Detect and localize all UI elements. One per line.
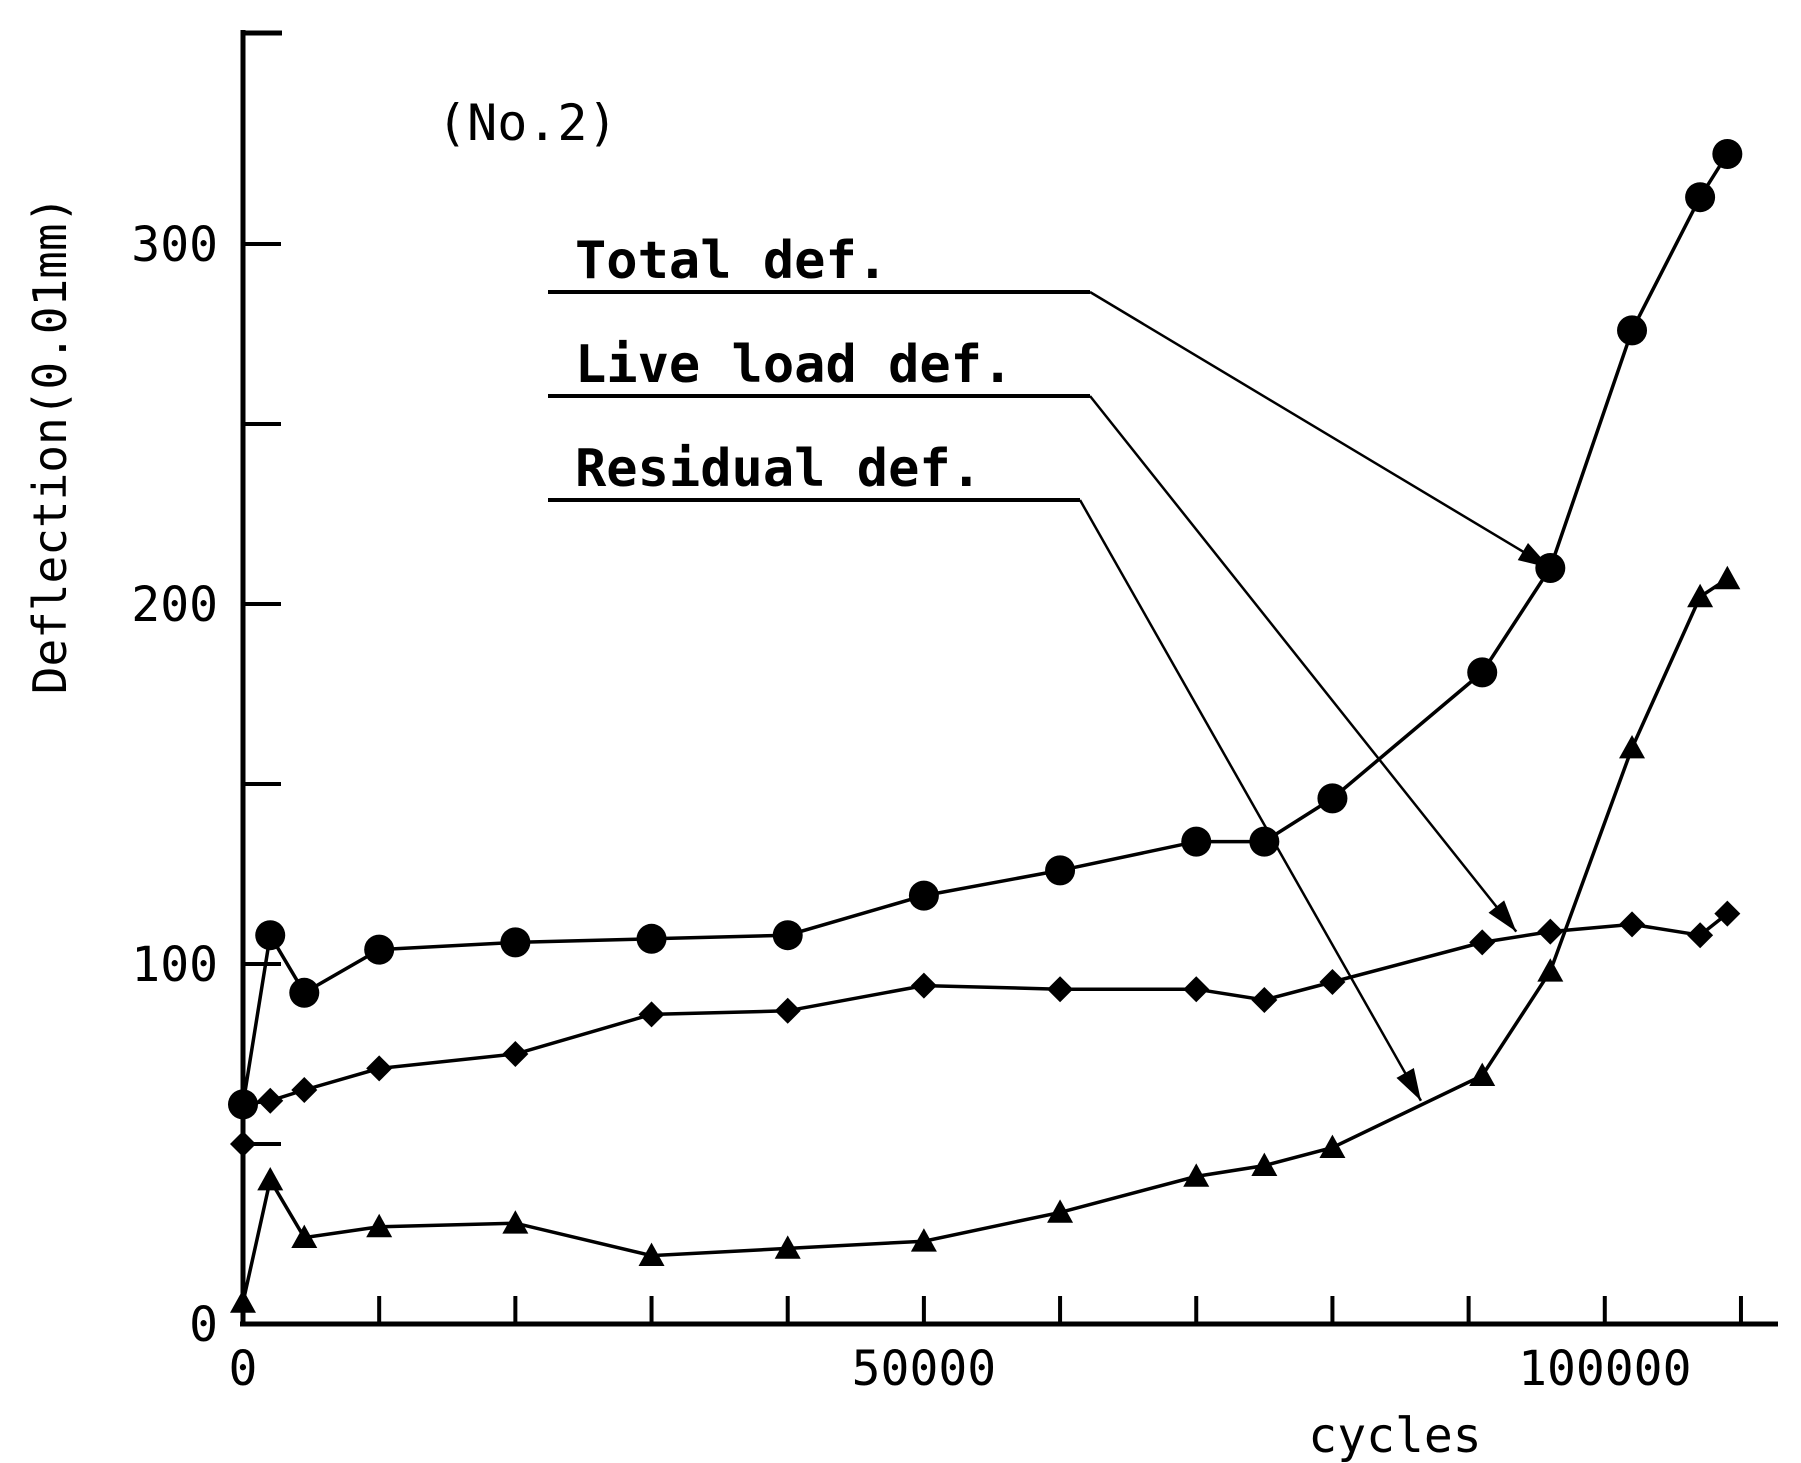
data-point-diamond — [1619, 911, 1646, 938]
data-point-diamond — [1251, 987, 1278, 1013]
data-point-triangle — [366, 1213, 393, 1238]
data-point-triangle — [230, 1289, 256, 1313]
legend-arrowhead — [1517, 542, 1551, 568]
x-tick-labels: 0 50000 100000 — [229, 1341, 1692, 1397]
data-point-triangle — [1687, 583, 1714, 608]
y-tick-label: 100 — [131, 937, 218, 993]
data-point-circle — [908, 880, 939, 911]
data-point-diamond — [1714, 900, 1741, 927]
x-tick-label: 0 — [229, 1341, 258, 1397]
data-point-diamond — [257, 1087, 284, 1114]
y-tick-label: 300 — [131, 217, 218, 273]
legend-label: Live load def. — [575, 335, 1013, 395]
data-point-triangle — [291, 1224, 318, 1248]
legend-leader-line — [1089, 395, 1518, 933]
y-ticks — [243, 242, 281, 1146]
data-point-circle — [364, 934, 395, 965]
data-point-triangle — [910, 1228, 937, 1252]
data-point-circle — [1685, 182, 1716, 213]
data-point-triangle — [1047, 1199, 1074, 1223]
y-tick-label: 0 — [189, 1297, 218, 1353]
data-point-circle — [1467, 657, 1498, 688]
data-point-triangle — [1469, 1062, 1496, 1086]
data-point-circle — [1317, 783, 1348, 814]
series-line — [241, 153, 1729, 1105]
data-point-diamond — [1047, 976, 1074, 1003]
data-point-circle — [1712, 139, 1743, 169]
data-point-triangle — [1251, 1152, 1278, 1176]
x-ticks — [377, 1296, 1743, 1324]
data-point-diamond — [366, 1055, 393, 1082]
data-point-triangle — [1714, 565, 1741, 590]
data-point-circle — [255, 920, 286, 951]
data-point-triangle — [257, 1167, 284, 1191]
legend-arrowhead — [1488, 900, 1517, 932]
y-axis-label: Deflection(0.01mm) — [23, 196, 77, 695]
series-live-load-def — [230, 900, 1741, 1118]
data-point-triangle — [502, 1210, 529, 1234]
x-tick-label: 100000 — [1518, 1341, 1691, 1397]
data-point-diamond — [1537, 918, 1564, 945]
legend-item: Live load def. — [548, 335, 1518, 933]
data-point-circle — [1249, 826, 1280, 857]
data-point-diamond — [774, 997, 801, 1024]
legend-item: Total def. — [548, 231, 1551, 570]
data-point-diamond — [291, 1077, 318, 1103]
data-point-circle — [1617, 315, 1648, 346]
data-point-triangle — [1619, 735, 1646, 759]
legend-arrowhead — [1396, 1068, 1421, 1101]
chart-annotation: (No.2) — [437, 94, 618, 152]
legend-label: Total def. — [575, 231, 888, 291]
data-point-circle — [289, 977, 320, 1008]
series-total-def — [228, 139, 1743, 1120]
data-point-triangle — [1319, 1134, 1346, 1158]
data-point-circle — [772, 920, 803, 951]
data-point-circle — [636, 923, 667, 954]
data-point-diamond — [910, 972, 937, 999]
axes — [240, 30, 1778, 1327]
data-point-diamond — [638, 1001, 665, 1028]
y-tick-labels: 0 100 200 300 — [131, 217, 218, 1353]
series-residual-def — [230, 565, 1741, 1313]
legend-leader-line — [1078, 499, 1423, 1102]
legend-leader-line — [1089, 290, 1551, 570]
data-point-diamond — [1319, 969, 1346, 995]
data-point-triangle — [1537, 958, 1564, 982]
data-point-diamond — [1687, 922, 1714, 949]
legend-label: Residual def. — [575, 439, 982, 499]
data-point-diamond — [502, 1041, 529, 1067]
data-point-triangle — [1183, 1163, 1210, 1187]
data-point-diamond — [1183, 976, 1210, 1003]
data-point-circle — [1181, 826, 1212, 857]
data-point-triangle — [638, 1242, 665, 1266]
legend-item: Residual def. — [548, 439, 1423, 1102]
data-point-circle — [500, 927, 531, 958]
series-line — [242, 912, 1729, 1107]
x-axis-label: cycles — [1308, 1408, 1481, 1463]
series-layer — [228, 139, 1743, 1313]
data-point-diamond — [230, 1091, 256, 1118]
x-tick-label: 50000 — [852, 1341, 997, 1397]
data-point-triangle — [774, 1235, 801, 1259]
data-point-circle — [1045, 855, 1076, 886]
y-tick-label: 200 — [131, 577, 218, 633]
legend: Total def. Live load def. Residual def. — [548, 231, 1551, 1102]
data-point-diamond — [230, 1131, 256, 1157]
data-point-diamond — [1469, 929, 1496, 956]
